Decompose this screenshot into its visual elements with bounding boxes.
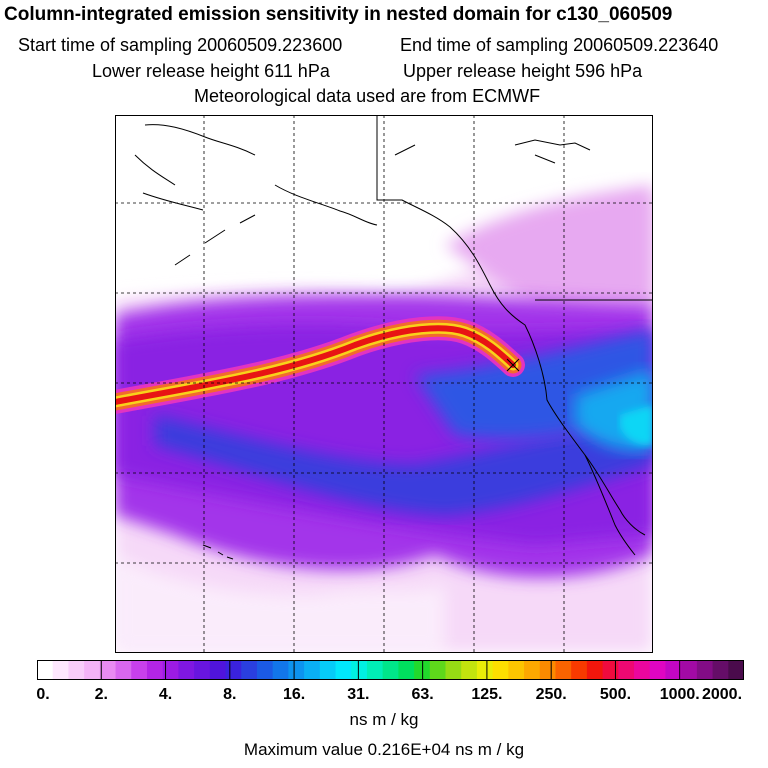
lower-release-label: Lower release height 611 hPa: [92, 61, 330, 81]
colorbar-segment: [524, 660, 541, 680]
colorbar-segment: [681, 660, 698, 680]
colorbar-segment: [696, 660, 714, 680]
colorbar-tick-label: 63.: [411, 686, 434, 703]
sensitivity-map: [115, 115, 653, 653]
colorbar-segment: [304, 660, 321, 680]
colorbar-tick-label: 500.: [599, 686, 632, 703]
colorbar-segment: [37, 660, 54, 680]
colorbar-segment: [508, 660, 525, 680]
start-time-label: Start time of sampling 20060509.223600: [18, 35, 343, 55]
colorbar-segment: [429, 660, 447, 680]
colorbar-segment: [602, 660, 619, 680]
colorbar-segment: [728, 660, 744, 680]
colorbar-segment: [586, 660, 604, 680]
colorbar-segment: [68, 660, 85, 680]
colorbar-tick-label: 2.: [94, 686, 108, 703]
colorbar-tick-label: 8.: [223, 686, 237, 703]
colorbar-tick-label: 0.: [36, 686, 50, 703]
colorbar-segment: [445, 660, 462, 680]
max-value-label: Maximum value 0.216E+04 ns m / kg: [243, 740, 525, 759]
colorbar-tick-label: 31.: [347, 686, 370, 703]
colorbar-segment: [665, 660, 682, 680]
colorbar-segment: [366, 660, 384, 680]
colorbar-segment: [241, 660, 258, 680]
colorbar-segment: [539, 660, 557, 680]
colorbar-segment: [335, 660, 352, 680]
colorbar-tick-label: 125.: [471, 686, 503, 703]
colorbar-segment: [162, 660, 179, 680]
colorbar-segment: [492, 660, 509, 680]
colorbar-segment: [194, 660, 211, 680]
colorbar-segment: [52, 660, 70, 680]
end-time-label: End time of sampling 20060509.223640: [400, 35, 719, 55]
colorbar-segment: [319, 660, 337, 680]
colorbar-segment: [351, 660, 368, 680]
release-point-marker: [506, 358, 520, 372]
colorbar-segment: [225, 660, 242, 680]
colorbar-segment: [382, 660, 399, 680]
coastlines: [134, 115, 653, 560]
colorbar-segment: [146, 660, 164, 680]
plume-trajectory: [115, 316, 525, 414]
met-data-label: Meteorological data used are from ECMWF: [194, 86, 541, 106]
colorbar-tick-label: 250.: [535, 686, 567, 703]
colorbar-tick-label: 1000.: [659, 686, 700, 703]
colorbar-segment: [461, 660, 478, 680]
colorbar-segment: [712, 660, 729, 680]
colorbar-segment: [115, 660, 132, 680]
colorbar-segment: [618, 660, 635, 680]
colorbar-tick-label: 4.: [158, 686, 173, 703]
colorbar: [37, 660, 744, 680]
colorbar-segment: [571, 660, 588, 680]
colorbar-segment: [178, 660, 195, 680]
colorbar-segment: [84, 660, 101, 680]
colorbar-segment: [131, 660, 148, 680]
colorbar-segment: [256, 660, 274, 680]
colorbar-segment: [398, 660, 415, 680]
colorbar-tick-label: 2000.: [701, 686, 743, 703]
colorbar-tick-label: 16.: [282, 686, 306, 703]
colorbar-segment: [272, 660, 289, 680]
colorbar-segment: [209, 660, 227, 680]
colorbar-segment: [555, 660, 572, 680]
colorbar-border: [37, 660, 744, 680]
colorbar-units: ns m / kg: [349, 710, 419, 729]
upper-release-label: Upper release height 596 hPa: [403, 61, 643, 81]
map-title: Column-integrated emission sensitivity i…: [4, 4, 673, 25]
colorbar-segment: [288, 660, 305, 680]
colorbar-segment: [649, 660, 667, 680]
colorbar-segment: [634, 660, 651, 680]
colorbar-segment: [99, 660, 117, 680]
map-frame: [115, 115, 653, 653]
colorbar-segment: [476, 660, 494, 680]
